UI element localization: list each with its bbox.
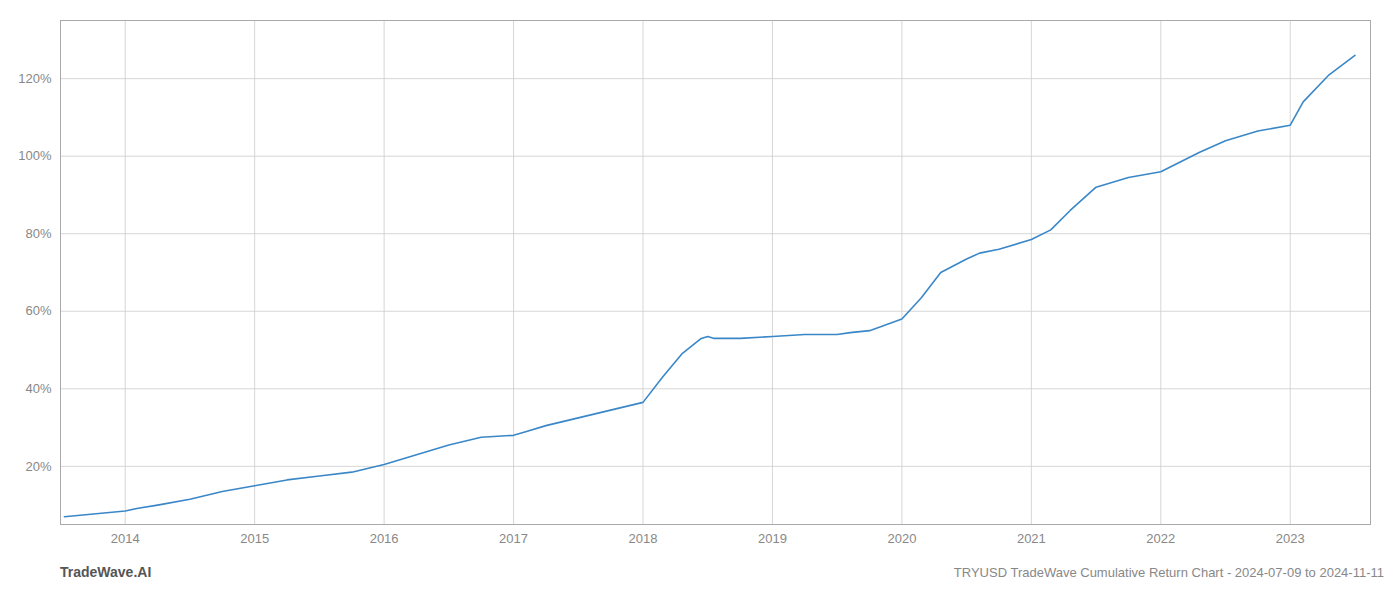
svg-text:2022: 2022	[1146, 531, 1175, 546]
svg-text:80%: 80%	[25, 226, 51, 241]
svg-text:100%: 100%	[18, 148, 52, 163]
svg-text:2023: 2023	[1276, 531, 1305, 546]
svg-text:2016: 2016	[370, 531, 399, 546]
svg-text:2018: 2018	[629, 531, 658, 546]
svg-text:40%: 40%	[25, 381, 51, 396]
svg-text:120%: 120%	[18, 71, 52, 86]
html-text:TRYUSD TradeWave Cumulative Re: TRYUSD TradeWave Cumulative Return Chart…	[953, 565, 1384, 580]
svg-text:2015: 2015	[240, 531, 269, 546]
html-text:TradeWave.AI: TradeWave.AI	[60, 564, 152, 580]
svg-text:2017: 2017	[499, 531, 528, 546]
svg-text:20%: 20%	[25, 459, 51, 474]
svg-text:2020: 2020	[887, 531, 916, 546]
svg-text:2019: 2019	[758, 531, 787, 546]
svg-text:60%: 60%	[25, 303, 51, 318]
svg-text:2021: 2021	[1017, 531, 1046, 546]
svg-text:2014: 2014	[111, 531, 140, 546]
